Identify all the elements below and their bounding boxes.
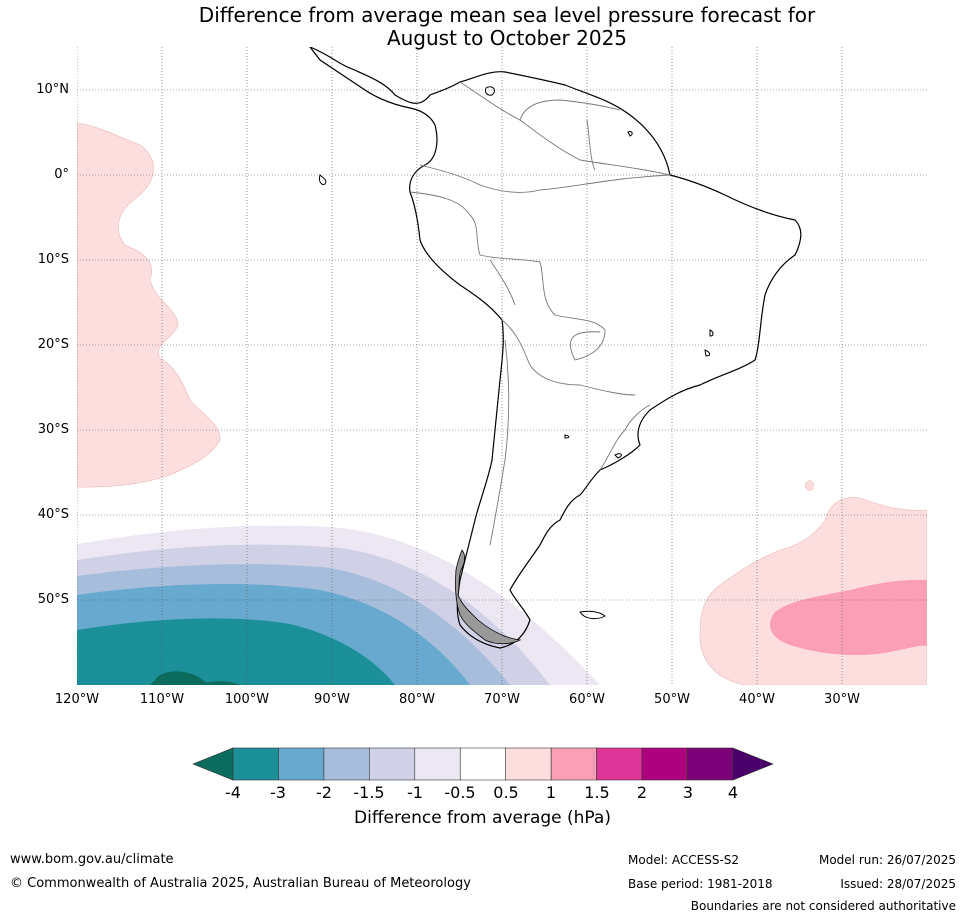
lat-label-30s: 30°S (37, 422, 69, 437)
website-link[interactable]: www.bom.gov.au/climate (10, 852, 174, 867)
patagonia-islands (455, 549, 522, 645)
model-name: Model: ACCESS-S2 (628, 853, 740, 867)
colorbar-extend-high (732, 747, 774, 781)
colorbar-tick: 0.5 (493, 783, 519, 802)
country-boundaries (409, 81, 671, 546)
lon-label-60w: 60°W (569, 692, 605, 707)
colorbar-segment (232, 747, 279, 781)
anomaly-band-below-minus-4 (150, 671, 210, 685)
colorbar-segment (414, 747, 461, 781)
lon-label-50w: 50°W (654, 692, 690, 707)
colorbar-extend-low (192, 747, 234, 781)
colorbar-segment (323, 747, 370, 781)
colorbar-tick: -1.5 (353, 783, 385, 802)
lon-label-80w: 80°W (399, 692, 435, 707)
colorbar-tick: -2 (316, 783, 332, 802)
lon-label-90w: 90°W (314, 692, 350, 707)
anomaly-band-0-5-to-1-west (77, 122, 221, 488)
colorbar-segment (505, 747, 552, 781)
copyright-text: © Commonwealth of Australia 2025, Austra… (10, 876, 471, 891)
lon-label-40w: 40°W (739, 692, 775, 707)
lon-label-120w: 120°W (54, 692, 100, 707)
colorbar-label: Difference from average (hPa) (354, 808, 611, 828)
colorbar-segment (459, 747, 507, 781)
boundaries-disclaimer: Boundaries are not considered authoritat… (690, 899, 956, 913)
map-title: Difference from average mean sea level p… (0, 4, 965, 50)
colorbar-tick: 2 (636, 783, 648, 802)
colorbar-segment (550, 747, 597, 781)
anomaly-band-minus-4-to-minus-3 (77, 618, 395, 685)
pressure-anomaly-map (77, 47, 927, 685)
lat-label-50s: 50°S (37, 592, 69, 607)
colorbar-tick: -1 (407, 783, 423, 802)
colorbar (192, 747, 774, 781)
lat-label-20s: 20°S (37, 337, 69, 352)
anomaly-band-0-5-to-1-dot (804, 480, 814, 491)
colorbar-segment (687, 747, 734, 781)
colorbar-tick: 3 (682, 783, 694, 802)
colorbar-tick: 1.5 (584, 783, 610, 802)
lon-label-30w: 30°W (824, 692, 860, 707)
lat-label-10n: 10°N (36, 82, 69, 97)
title-line-1: Difference from average mean sea level p… (198, 3, 816, 27)
colorbar-segment (641, 747, 688, 781)
colorbar-tick: 4 (727, 783, 739, 802)
model-run-date: Model run: 26/07/2025 (818, 853, 956, 867)
colorbar-segment (278, 747, 325, 781)
anomaly-band-below-minus-4-small (200, 681, 240, 685)
issued-date: Issued: 28/07/2025 (840, 877, 956, 891)
colorbar-tick: -4 (225, 783, 241, 802)
base-period: Base period: 1981-2018 (628, 877, 773, 891)
colorbar-tick: -3 (270, 783, 286, 802)
title-line-2: August to October 2025 (386, 26, 628, 50)
lon-label-70w: 70°W (484, 692, 520, 707)
colorbar-segment (369, 747, 416, 781)
graticule (77, 47, 927, 685)
colorbar-tick: 1 (545, 783, 557, 802)
colorbar-segment (596, 747, 643, 781)
islands-and-lakes (319, 86, 714, 620)
lon-label-110w: 110°W (139, 692, 185, 707)
lon-label-100w: 100°W (224, 692, 270, 707)
lat-label-40s: 40°S (37, 507, 69, 522)
lat-label-0: 0° (54, 167, 69, 182)
south-america-coastline (309, 47, 802, 649)
colorbar-tick: -0.5 (444, 783, 476, 802)
lat-label-10s: 10°S (37, 252, 69, 267)
anomaly-band-1-to-1-5-east (770, 579, 927, 656)
